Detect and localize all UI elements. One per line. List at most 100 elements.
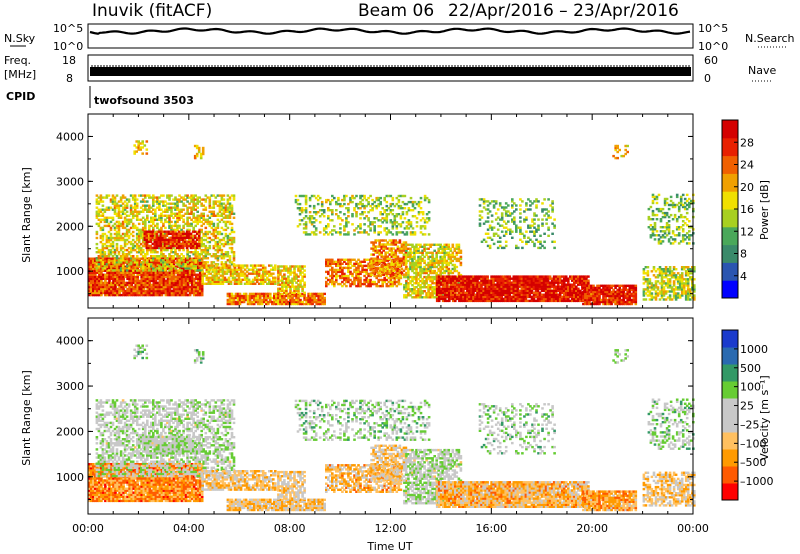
power-cell (150, 293, 154, 297)
power-cell (162, 210, 165, 213)
power-cell (150, 196, 153, 199)
power-cell (337, 215, 340, 218)
power-cell (127, 228, 131, 232)
power-cell (174, 287, 178, 291)
power-cell (431, 279, 434, 283)
power-cell (139, 234, 143, 238)
power-cell (142, 293, 146, 297)
power-cell (158, 277, 162, 281)
power-cell (127, 234, 131, 238)
power-cell (170, 285, 174, 289)
power-cell (127, 263, 131, 266)
power-cell (159, 230, 163, 233)
power-cell (135, 234, 139, 238)
power-cell (111, 269, 115, 272)
power-cell (148, 257, 151, 260)
power-cell (202, 214, 205, 217)
power-cell (398, 261, 402, 264)
power-cell (209, 282, 213, 285)
power-cell (325, 276, 328, 280)
power-cell (261, 272, 265, 275)
power-cell (204, 200, 208, 203)
power-cell (255, 280, 259, 283)
power-cell (178, 198, 181, 201)
power-cell (386, 251, 390, 254)
power-cell (97, 200, 101, 203)
power-cell (317, 296, 320, 300)
power-cell (178, 226, 181, 230)
power-cell (395, 276, 399, 280)
power-cell (101, 242, 105, 246)
power-cell (441, 255, 444, 259)
power-cell (166, 194, 169, 197)
power-cell (220, 198, 224, 201)
power-cell (367, 225, 370, 228)
power-cell (125, 198, 129, 201)
power-cell (405, 233, 409, 236)
power-cell (175, 240, 179, 243)
power-cell (223, 266, 227, 269)
power-cell (154, 212, 157, 215)
power-cell (127, 222, 131, 226)
power-cell (136, 291, 139, 295)
power-cell (188, 265, 191, 268)
power-cell (200, 230, 203, 234)
power-cell (198, 285, 202, 289)
power-cell (123, 212, 127, 215)
power-cell (134, 293, 137, 297)
power-cell (121, 196, 125, 199)
power-cell (237, 278, 241, 281)
power-cell (202, 212, 205, 215)
power-cell (141, 240, 145, 244)
power-cell (140, 269, 143, 272)
power-cell (141, 222, 145, 226)
power-cell (196, 210, 199, 213)
power-cell (187, 232, 191, 235)
power-cell (427, 251, 430, 254)
power-cell (126, 271, 129, 274)
power-cell (239, 278, 243, 281)
power-cell (180, 289, 184, 293)
power-cell (150, 259, 153, 262)
power-cell (370, 263, 373, 266)
power-cell (146, 253, 149, 256)
power-cell (194, 253, 197, 256)
power-cell (180, 253, 183, 256)
power-cell (191, 230, 195, 233)
power-cell (175, 246, 179, 250)
power-cell (374, 257, 377, 260)
power-cell (277, 277, 280, 280)
power-cell (121, 251, 125, 254)
power-cell (162, 214, 165, 217)
power-cell (162, 255, 165, 258)
power-cell (407, 292, 410, 295)
power-cell (192, 220, 195, 224)
power-cell (110, 263, 113, 266)
power-cell (152, 263, 156, 266)
power-cell (111, 261, 115, 264)
power-cell (307, 302, 310, 306)
power-cell (198, 263, 202, 266)
power-cell (144, 240, 147, 244)
power-cell (188, 281, 192, 285)
power-cell (367, 219, 370, 222)
power-cell (258, 294, 262, 298)
power-cell (107, 261, 111, 264)
power-cell (152, 285, 156, 289)
power-cell (431, 275, 434, 279)
power-cell (411, 263, 414, 267)
power-cell (217, 278, 221, 281)
power-cell (295, 265, 298, 268)
power-cell (105, 255, 109, 258)
power-cell (361, 260, 364, 263)
power-cell (343, 194, 346, 198)
power-cell (251, 278, 255, 281)
power-cell (92, 271, 95, 274)
power-cell (162, 267, 165, 270)
power-cell (152, 265, 155, 268)
power-cell (311, 300, 314, 304)
power-cell (160, 257, 164, 260)
power-cell (413, 253, 416, 257)
power-cell (196, 259, 200, 262)
power-cell (435, 259, 438, 263)
